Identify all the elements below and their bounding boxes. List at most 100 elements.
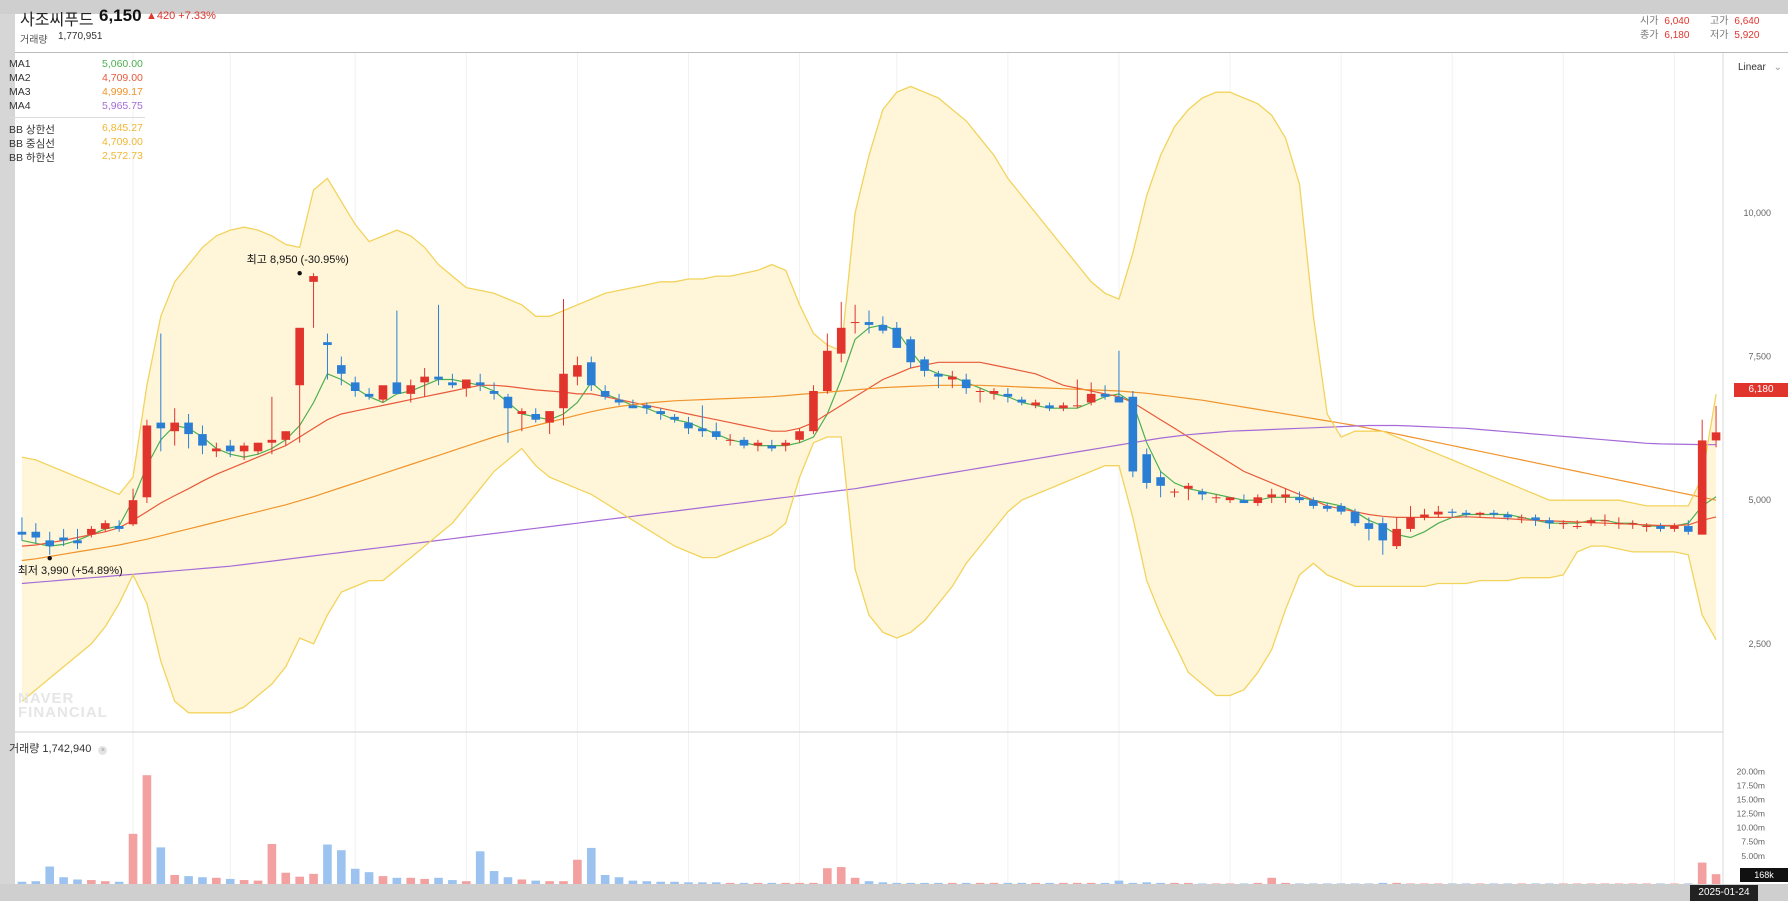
candle-body[interactable] (739, 439, 749, 446)
candle-body[interactable] (128, 500, 138, 525)
candle-body[interactable] (1267, 494, 1277, 498)
legend-bb-lower[interactable]: BB 하한선 2,572.73 (9, 150, 149, 164)
candle-body[interactable] (406, 385, 416, 394)
volume-bar[interactable] (545, 881, 554, 884)
candle-body[interactable] (1614, 523, 1624, 525)
candle-body[interactable] (225, 445, 235, 452)
candle-body[interactable] (1697, 440, 1707, 535)
volume-bar[interactable] (1322, 883, 1332, 885)
candle-body[interactable] (906, 339, 915, 363)
candle-body[interactable] (934, 373, 943, 377)
candle-body[interactable] (392, 382, 402, 394)
volume-bar[interactable] (1406, 883, 1415, 885)
candle-body[interactable] (809, 391, 818, 432)
volume-bar[interactable] (281, 872, 291, 884)
volume-bar[interactable] (656, 881, 666, 884)
candle-body[interactable] (961, 379, 971, 389)
scale-mode-dropdown[interactable]: Linear ⌄ (1738, 62, 1782, 73)
volume-bar[interactable] (1059, 882, 1068, 884)
volume-bar[interactable] (1656, 883, 1665, 885)
candle-body[interactable] (628, 405, 638, 409)
volume-bar[interactable] (1086, 882, 1096, 884)
candle-body[interactable] (1406, 517, 1415, 529)
candle-body[interactable] (475, 382, 485, 386)
candle-body[interactable] (1170, 491, 1179, 493)
volume-bar[interactable] (87, 880, 96, 884)
candle-body[interactable] (836, 327, 846, 354)
volume-bar[interactable] (823, 868, 832, 884)
candle-body[interactable] (573, 365, 582, 377)
candle-body[interactable] (1683, 526, 1693, 532)
volume-bar[interactable] (948, 882, 957, 884)
candle-body[interactable] (309, 276, 318, 282)
candle-body[interactable] (212, 448, 221, 452)
legend-bb-upper[interactable]: BB 상한선 6,845.27 (9, 122, 149, 136)
candle-body[interactable] (1059, 405, 1068, 409)
volume-bar[interactable] (350, 868, 360, 884)
candle-body[interactable] (753, 442, 763, 446)
candle-body[interactable] (1003, 393, 1013, 397)
candle-body[interactable] (170, 422, 179, 432)
volume-bar[interactable] (212, 877, 221, 884)
candle-body[interactable] (545, 411, 554, 423)
candle-body[interactable] (1309, 500, 1318, 506)
candle-body[interactable] (1392, 528, 1401, 547)
volume-bar[interactable] (1697, 862, 1707, 884)
candle-body[interactable] (1656, 526, 1665, 529)
volume-bar[interactable] (378, 876, 388, 884)
candle-body[interactable] (823, 350, 832, 391)
volume-bar[interactable] (698, 882, 707, 884)
volume-bar[interactable] (475, 851, 485, 884)
candle-body[interactable] (948, 376, 957, 380)
candle-body[interactable] (87, 528, 96, 535)
candle-body[interactable] (239, 445, 249, 452)
volume-bar[interactable] (184, 876, 193, 884)
volume-bar[interactable] (1100, 882, 1110, 884)
volume-bar[interactable] (517, 879, 527, 884)
candle-body[interactable] (1100, 393, 1110, 397)
candle-body[interactable] (45, 540, 55, 547)
candle-body[interactable] (156, 422, 166, 429)
volume-bar[interactable] (573, 859, 582, 884)
volume-bar[interactable] (239, 880, 249, 884)
volume-bar[interactable] (600, 874, 610, 884)
volume-bar[interactable] (1614, 883, 1624, 885)
candle-body[interactable] (420, 376, 429, 383)
candle-body[interactable] (670, 416, 679, 420)
candle-body[interactable] (461, 379, 471, 389)
candle-body[interactable] (1197, 491, 1207, 495)
volume-bar[interactable] (434, 877, 443, 884)
candle-body[interactable] (1503, 514, 1513, 518)
legend-ma2[interactable]: MA2 4,709.00 (9, 72, 149, 86)
volume-bar[interactable] (1642, 883, 1651, 885)
volume-bar[interactable] (1170, 882, 1179, 884)
volume-bar[interactable] (961, 882, 971, 884)
volume-bar[interactable] (1031, 882, 1040, 884)
candle-body[interactable] (1545, 520, 1554, 524)
volume-bar[interactable] (1461, 883, 1471, 885)
volume-bar[interactable] (1142, 882, 1152, 884)
candle-body[interactable] (1628, 523, 1638, 525)
candle-body[interactable] (503, 396, 513, 409)
volume-bar[interactable] (1517, 883, 1526, 885)
candle-body[interactable] (878, 324, 888, 331)
candle-body[interactable] (1434, 511, 1443, 515)
volume-bar[interactable] (739, 882, 749, 884)
candle-body[interactable] (378, 385, 388, 400)
volume-bar[interactable] (767, 882, 777, 884)
volume-bar[interactable] (1295, 883, 1304, 885)
volume-bar[interactable] (1336, 883, 1346, 885)
candle-body[interactable] (73, 540, 82, 544)
candle-body[interactable] (1517, 517, 1526, 519)
candle-body[interactable] (434, 376, 443, 380)
candle-body[interactable] (920, 359, 929, 371)
candle-body[interactable] (864, 322, 874, 325)
volume-bar[interactable] (128, 833, 138, 884)
volume-bar[interactable] (1253, 882, 1263, 884)
volume-bar[interactable] (614, 877, 624, 884)
volume-bar[interactable] (1281, 882, 1290, 884)
volume-bar[interactable] (781, 882, 790, 884)
volume-bar[interactable] (59, 877, 68, 884)
volume-bar[interactable] (1017, 882, 1027, 884)
volume-bar[interactable] (1711, 874, 1721, 884)
